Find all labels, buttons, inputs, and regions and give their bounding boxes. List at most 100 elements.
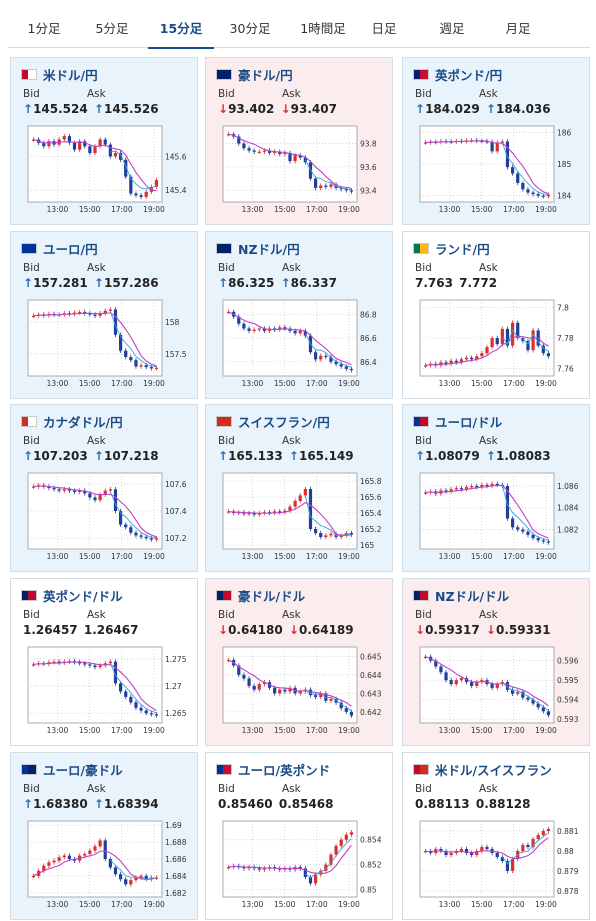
candle-body [237,316,241,324]
candle-body [339,364,343,367]
pair-name[interactable]: 英ポンド/ドル [43,588,123,604]
candle-body [31,139,36,141]
candle-body [108,489,112,491]
pair-name[interactable]: ユーロ/英ポンド [238,762,331,778]
candle-body [144,365,148,368]
eu-flag [21,242,37,254]
y-tick-label: 0.596 [557,657,579,666]
price-chart[interactable]: 13:00 15:00 17:00 19:00 1.086 1.084 1.082 [408,471,584,567]
currency-card[interactable]: 米ドル/円 Bid Ask ↑145.524 ↑145.526 13:00 15:00 17… [10,57,198,225]
pair-name[interactable]: カナダドル/円 [43,414,123,430]
candle-body [67,136,71,143]
ask-value: 86.337 [290,276,337,290]
currency-card[interactable]: 豪ドル/円 Bid Ask ↓93.402 ↓93.407 13:00 15:00 17:0… [205,57,393,225]
y-tick-label: 1.084 [557,504,579,513]
price-row: ↑1.68380 ↑1.68394 [23,797,159,811]
price-chart[interactable]: 13:00 15:00 17:00 19:00 1.69 1.688 1.686 1.684 1… [16,819,192,915]
currency-card[interactable]: ユーロ/円 Bid Ask ↑157.281 ↑157.286 13:00 15:00 17… [10,231,198,399]
price-chart[interactable]: 13:00 15:00 17:00 19:00 0.645 0.644 0.643 0.642 [211,645,387,741]
price-chart[interactable]: 13:00 15:00 17:00 19:00 0.881 0.88 0.879 0.878 [408,819,584,915]
currency-card[interactable]: ランド/円 Bid Ask 7.763 7.772 13:00 15:00 17:00 19:… [402,231,590,399]
x-tick-label: 19:00 [535,726,557,735]
bid-value: 1.08079 [425,449,480,463]
currency-card[interactable]: 米ドル/スイスフラン Bid Ask 0.88113 0.88128 13:00 15:0… [402,752,590,920]
bid-label: Bid [415,262,432,274]
bid-value: 93.402 [228,102,275,116]
candle-body [505,861,510,871]
y-tick-label: 86.4 [360,358,377,367]
price-chart[interactable]: 13:00 15:00 17:00 19:00 107.6 107.4 107.2 [16,471,192,567]
pair-name[interactable]: ユーロ/円 [43,241,98,257]
currency-card[interactable]: ユーロ/ドル Bid Ask ↑1.08079 ↑1.08083 13:00 15:00 1… [402,404,590,572]
price-row: ↓0.64180 ↓0.64189 [218,623,354,637]
candle-body [464,487,469,490]
tab-1hour[interactable]: 1時間足 [300,21,346,36]
gbus-flag [21,589,37,601]
price-row: ↑165.133 ↑165.149 [218,449,354,463]
tab-monthly[interactable]: 月足 [505,21,531,36]
pair-name[interactable]: NZドル/円 [238,241,300,257]
pair-name[interactable]: ユーロ/ドル [435,414,503,430]
pair-name[interactable]: ユーロ/豪ドル [43,762,123,778]
tab-15min[interactable]: 15分足 [148,10,214,49]
price-chart[interactable]: 13:00 15:00 17:00 19:00 7.8 7.78 7.76 [408,298,584,394]
currency-card[interactable]: NZドル/円 Bid Ask ↑86.325 ↑86.337 13:00 15:00 17:… [205,231,393,399]
pair-name[interactable]: 豪ドル/ドル [238,588,306,604]
candle-body [83,853,87,856]
candle-body [108,661,112,664]
x-tick-label: 17:00 [111,205,133,214]
pair-name[interactable]: 米ドル/円 [43,67,98,83]
candle-body [505,328,510,346]
tab-30min[interactable]: 30分足 [229,21,271,36]
tab-daily[interactable]: 日足 [371,21,397,36]
price-chart[interactable]: 13:00 15:00 17:00 19:00 0.854 0.852 0.85 [211,819,387,915]
y-tick-label: 165.8 [360,477,382,486]
x-tick-label: 17:00 [111,552,133,561]
candle-body [113,661,118,684]
currency-card[interactable]: NZドル/ドル Bid Ask ↓0.59317 ↓0.59331 13:00 15:00… [402,578,590,746]
pair-name[interactable]: 英ポンド/円 [435,67,503,83]
candle-body [262,328,266,331]
euau-flag [21,763,37,775]
candle-body [149,713,153,715]
price-chart[interactable]: 13:00 15:00 17:00 19:00 86.8 86.6 86.4 [211,298,387,394]
price-chart[interactable]: 13:00 15:00 17:00 19:00 0.596 0.595 0.594 0.593 [408,645,584,741]
currency-card[interactable]: ユーロ/豪ドル Bid Ask ↑1.68380 ↑1.68394 13:00 15:00… [10,752,198,920]
currency-card[interactable]: スイスフラン/円 Bid Ask ↑165.133 ↑165.149 13:00 15:0… [205,404,393,572]
price-chart[interactable]: 13:00 15:00 17:00 19:00 1.275 1.27 1.265 [16,645,192,741]
card-header: スイスフラン/円 [216,413,330,430]
pair-name[interactable]: ランド/円 [435,241,490,257]
currency-card[interactable]: カナダドル/円 Bid Ask ↑107.203 ↑107.218 13:00 15:00… [10,404,198,572]
candle-body [288,152,292,162]
tab-weekly[interactable]: 週足 [439,21,465,36]
ca-flag [21,415,37,427]
tab-5min[interactable]: 5分足 [95,21,129,36]
candle-body [434,660,438,667]
price-chart[interactable]: 13:00 15:00 17:00 19:00 93.8 93.6 93.4 [211,124,387,220]
y-tick-label: 0.88 [557,847,574,856]
currency-card[interactable]: 豪ドル/ドル Bid Ask ↓0.64180 ↓0.64189 13:00 15:00 1… [205,578,393,746]
candle-body [314,529,318,533]
currency-card[interactable]: 英ポンド/ドル Bid Ask 1.26457 1.26467 13:00 15:00 17… [10,578,198,746]
candle-body [464,357,469,360]
pair-name[interactable]: NZドル/ドル [435,588,510,604]
price-chart[interactable]: 13:00 15:00 17:00 19:00 145.6 145.4 [16,124,192,220]
pair-name[interactable]: 豪ドル/円 [238,67,293,83]
candle-body [103,310,107,314]
candle-body [252,329,256,331]
candle-body [119,683,123,692]
pair-name[interactable]: スイスフラン/円 [238,414,330,430]
price-chart[interactable]: 13:00 15:00 17:00 19:00 186 185 184 [408,124,584,220]
ask-value: 0.64189 [298,623,354,637]
candle-body [226,867,231,869]
price-chart[interactable]: 13:00 15:00 17:00 19:00 158 157.5 [16,298,192,394]
currency-card[interactable]: 英ポンド/円 Bid Ask ↑184.029 ↑184.036 13:00 15:00 1… [402,57,590,225]
candle-body [278,511,282,513]
currency-card[interactable]: ユーロ/英ポンド Bid Ask 0.85460 0.85468 13:00 15:00 1… [205,752,393,920]
candle-body [124,691,128,697]
tab-1min[interactable]: 1分足 [27,21,61,36]
x-tick-label: 13:00 [439,379,461,388]
pair-name[interactable]: 米ドル/スイスフラン [435,762,552,778]
ask-value: 184.036 [495,102,551,116]
price-chart[interactable]: 13:00 15:00 17:00 19:00 165.8 165.6 165.4 165.2… [211,471,387,567]
